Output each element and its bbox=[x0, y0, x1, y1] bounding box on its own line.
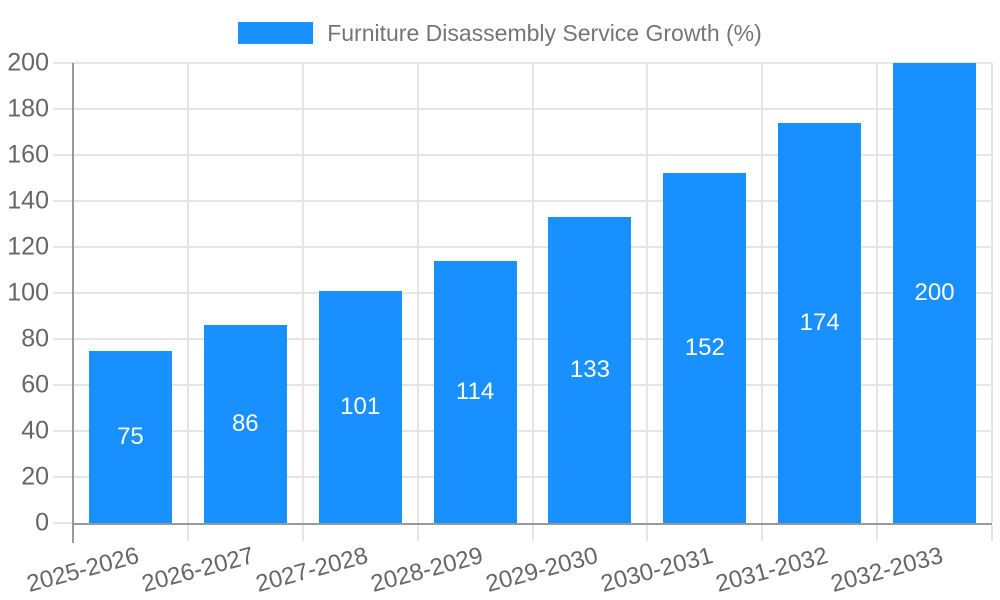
bar[interactable]: 152 bbox=[663, 173, 747, 523]
gridline-horizontal bbox=[53, 384, 992, 386]
gridline-vertical bbox=[531, 63, 534, 523]
x-axis-tick bbox=[646, 525, 649, 541]
bar-value-label: 86 bbox=[231, 410, 259, 438]
legend-label: Furniture Disassembly Service Growth (%) bbox=[327, 19, 762, 46]
bar[interactable]: 174 bbox=[778, 122, 862, 523]
bar-value-label: 133 bbox=[569, 356, 610, 384]
bar-value-label: 174 bbox=[799, 308, 840, 336]
x-axis-tick-label: 2026-2027 bbox=[138, 542, 257, 598]
gridline-vertical bbox=[416, 63, 419, 523]
gridline-horizontal bbox=[53, 154, 992, 156]
y-axis-tick-label: 140 bbox=[7, 186, 49, 215]
bar[interactable]: 114 bbox=[433, 260, 517, 523]
gridline-horizontal bbox=[53, 476, 992, 478]
gridline-horizontal bbox=[53, 430, 992, 432]
y-axis-tick-label: 120 bbox=[7, 232, 49, 261]
y-axis-line bbox=[72, 63, 74, 543]
y-axis-tick-label: 80 bbox=[21, 324, 49, 353]
bar-value-label: 152 bbox=[684, 334, 725, 362]
x-axis-tick bbox=[416, 525, 419, 541]
gridline-vertical bbox=[186, 63, 189, 523]
legend-swatch bbox=[238, 22, 314, 44]
bar-value-label: 114 bbox=[455, 377, 495, 405]
x-axis-tick bbox=[186, 525, 189, 541]
bar-value-label: 101 bbox=[340, 392, 381, 420]
x-axis-tick-label: 2028-2029 bbox=[368, 542, 487, 598]
bar-value-label: 200 bbox=[914, 279, 955, 306]
gridline-vertical bbox=[761, 63, 764, 523]
gridline-horizontal bbox=[53, 200, 992, 202]
x-axis-tick bbox=[531, 525, 534, 541]
gridline-horizontal bbox=[53, 246, 992, 248]
x-axis-tick-label: 2032-2033 bbox=[827, 542, 946, 598]
x-axis-tick-label: 2030-2031 bbox=[597, 542, 716, 598]
bar[interactable]: 75 bbox=[88, 350, 172, 523]
x-axis-tick-label: 2027-2028 bbox=[253, 542, 372, 598]
x-axis-tick-label: 2031-2032 bbox=[712, 542, 831, 598]
x-axis-tick bbox=[991, 525, 993, 541]
x-axis-tick-label: 2029-2030 bbox=[483, 542, 601, 598]
gridline-horizontal bbox=[53, 292, 992, 294]
gridline-vertical bbox=[991, 63, 993, 523]
gridline-horizontal bbox=[53, 108, 992, 110]
y-axis-tick-label: 100 bbox=[7, 278, 49, 307]
y-axis-tick-label: 180 bbox=[7, 94, 49, 123]
legend-item[interactable]: Furniture Disassembly Service Growth (%) bbox=[238, 20, 762, 47]
gridline-horizontal bbox=[53, 62, 992, 64]
y-axis-tick-label: 40 bbox=[21, 416, 49, 445]
gridline-vertical bbox=[301, 63, 304, 523]
x-axis-tick bbox=[876, 525, 879, 541]
bar[interactable]: 86 bbox=[203, 325, 287, 523]
gridline-vertical bbox=[876, 63, 879, 523]
bar[interactable]: 200 bbox=[893, 63, 977, 523]
bar-value-label: 75 bbox=[117, 422, 144, 450]
y-axis-tick-label: 0 bbox=[35, 508, 49, 537]
gridline-horizontal bbox=[53, 338, 992, 340]
y-axis-tick-label: 160 bbox=[7, 140, 49, 169]
x-axis-tick-label: 2025-2026 bbox=[23, 542, 142, 598]
y-axis-tick-label: 60 bbox=[21, 370, 49, 399]
gridline-vertical bbox=[646, 63, 649, 523]
x-axis-tick bbox=[301, 525, 304, 541]
x-axis-tick bbox=[761, 525, 764, 541]
bar[interactable]: 101 bbox=[318, 290, 402, 523]
y-axis-tick-label: 20 bbox=[21, 462, 49, 491]
y-axis-tick bbox=[53, 522, 73, 524]
x-axis-line bbox=[73, 523, 992, 525]
y-axis-tick-label: 200 bbox=[7, 48, 49, 77]
legend: Furniture Disassembly Service Growth (%) bbox=[0, 18, 1000, 48]
bar[interactable]: 133 bbox=[548, 217, 632, 523]
